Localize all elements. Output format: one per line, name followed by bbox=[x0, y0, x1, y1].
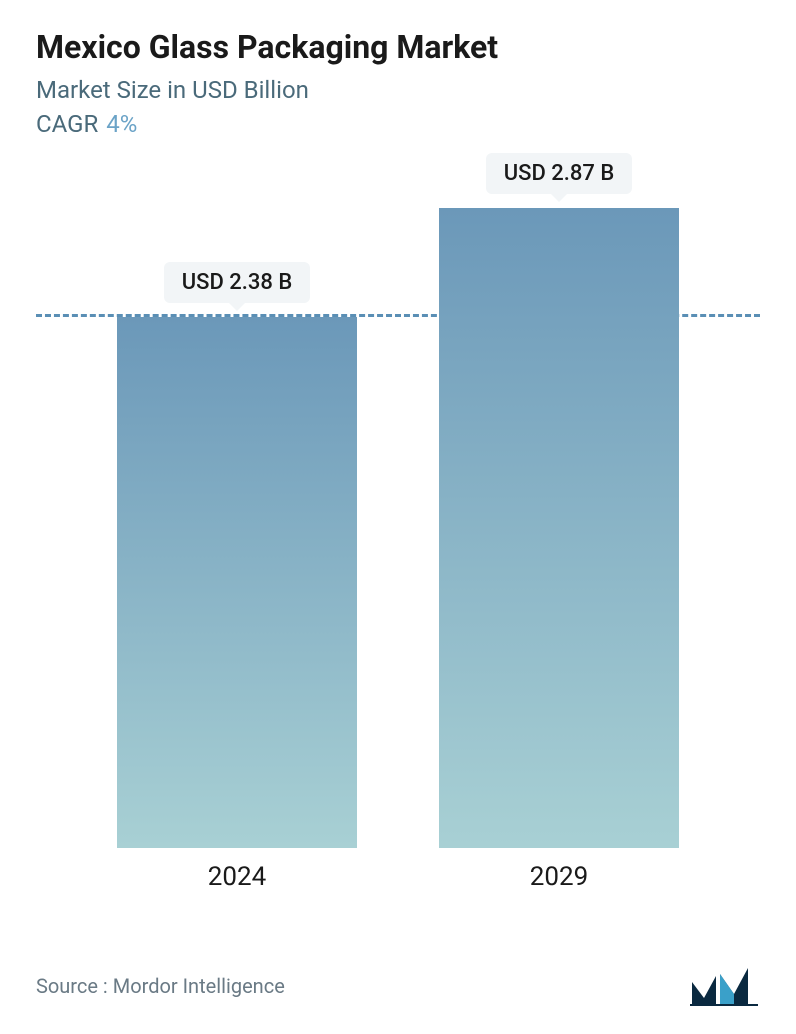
brand-logo bbox=[690, 966, 760, 1006]
bar-group-1: USD 2.87 B 2029 bbox=[439, 208, 679, 848]
cagr-value: 4% bbox=[106, 110, 137, 138]
chart-area: USD 2.38 B 2024 USD 2.87 B 2029 bbox=[36, 188, 760, 908]
bar-1 bbox=[439, 208, 679, 848]
chart-container: Mexico Glass Packaging Market Market Siz… bbox=[0, 0, 796, 1034]
chart-title: Mexico Glass Packaging Market bbox=[36, 28, 760, 66]
bar-0 bbox=[117, 317, 357, 848]
logo-icon bbox=[690, 966, 760, 1006]
x-label-1: 2029 bbox=[439, 862, 679, 892]
footer: Source : Mordor Intelligence bbox=[36, 966, 760, 1006]
bars-wrapper: USD 2.38 B 2024 USD 2.87 B 2029 bbox=[36, 208, 760, 848]
bar-label-1: USD 2.87 B bbox=[486, 153, 633, 194]
chart-subtitle: Market Size in USD Billion bbox=[36, 76, 760, 104]
x-label-0: 2024 bbox=[117, 862, 357, 892]
bar-group-0: USD 2.38 B 2024 bbox=[117, 317, 357, 848]
bar-label-0: USD 2.38 B bbox=[164, 262, 311, 303]
source-text: Source : Mordor Intelligence bbox=[36, 974, 285, 998]
cagr-label: CAGR bbox=[36, 110, 98, 138]
cagr-row: CAGR 4% bbox=[36, 110, 760, 138]
